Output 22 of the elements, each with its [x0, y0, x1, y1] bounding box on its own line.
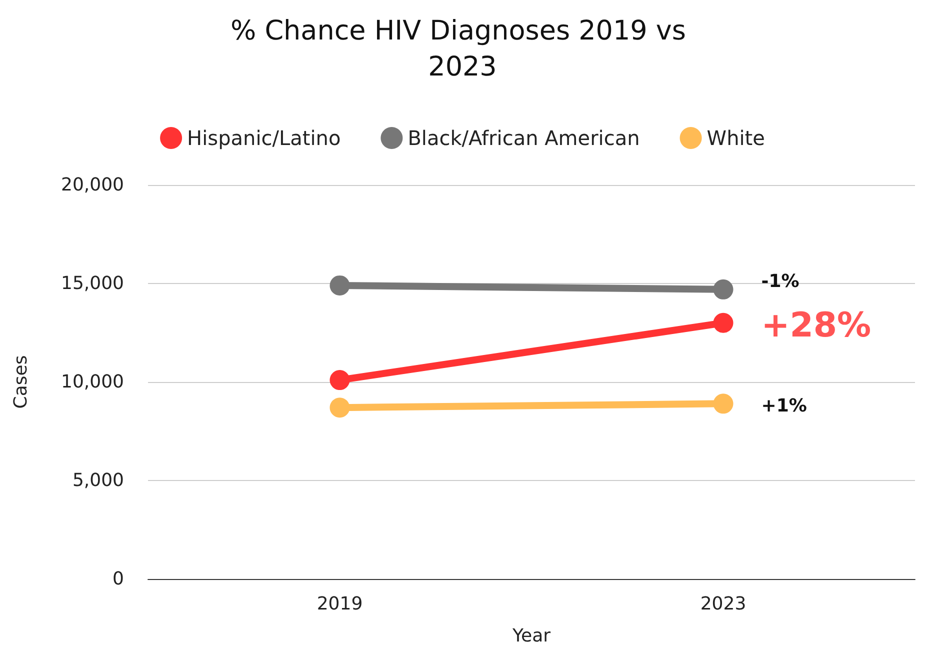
legend-label: White — [706, 126, 765, 150]
point — [713, 394, 734, 414]
annotation: +28% — [761, 305, 872, 346]
y-tick-label: 0 — [112, 568, 124, 590]
point — [713, 279, 734, 300]
legend-label: Hispanic/Latino — [187, 126, 341, 150]
y-axis-title: Cases — [10, 355, 32, 409]
y-tick-label: 20,000 — [61, 174, 124, 196]
annotation: -1% — [761, 271, 800, 292]
chart-title: % Chance HIV Diagnoses 2019 vs 2023 — [230, 16, 695, 82]
x-tick-label: 2019 — [316, 594, 363, 614]
point — [713, 312, 734, 333]
x-tick-label: 2023 — [700, 594, 746, 614]
point — [330, 370, 350, 390]
y-tick-label: 15,000 — [61, 273, 124, 294]
annotation: +1% — [761, 395, 807, 416]
y-tick-label: 5,000 — [72, 470, 124, 491]
y-tick-label: 10,000 — [61, 372, 124, 392]
point — [330, 398, 350, 418]
point — [330, 275, 350, 296]
x-axis-title: Year — [511, 626, 552, 646]
legend-label: Black/African American — [408, 126, 640, 150]
